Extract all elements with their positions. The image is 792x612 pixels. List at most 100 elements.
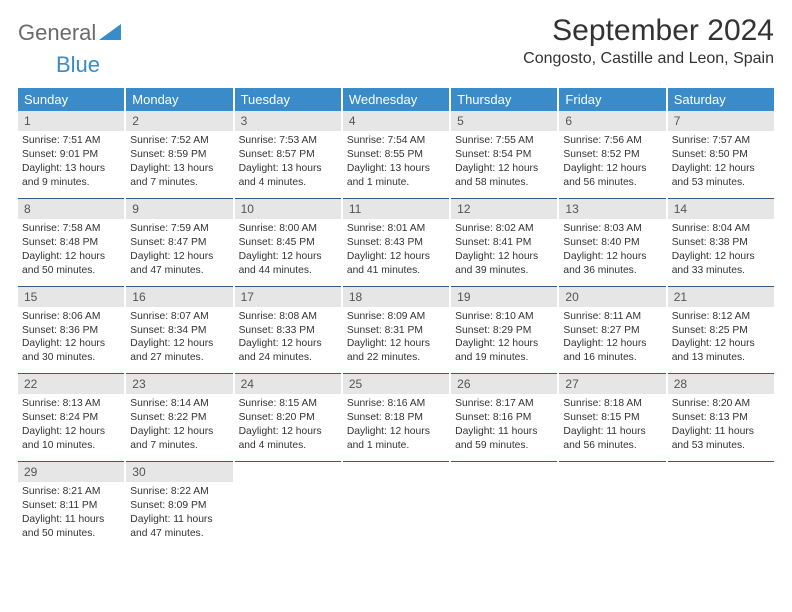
calendar-cell: 21Sunrise: 8:12 AMSunset: 8:25 PMDayligh…: [668, 286, 774, 374]
calendar-cell: 28 Sunrise: 8:20 AMSunset: 8:13 PMDayligh…: [668, 373, 774, 461]
calendar-cell: 9Sunrise: 7:59 AMSunset: 8:47 PMDaylight…: [126, 198, 232, 286]
daylight-line: Daylight: 12 hours and 47 minutes.: [130, 250, 228, 278]
calendar-cell: 17Sunrise: 8:08 AMSunset: 8:33 PMDayligh…: [235, 286, 341, 374]
daylight-line: Daylight: 13 hours and 1 minute.: [347, 162, 445, 190]
sunrise-line: Sunrise: 7:53 AM: [239, 134, 337, 148]
sunset-line: Sunset: 8:40 PM: [563, 236, 661, 250]
daylight-line: Daylight: 11 hours and 53 minutes.: [672, 425, 770, 453]
location-label: Congosto, Castille and Leon, Spain: [523, 50, 774, 68]
sunset-line: Sunset: 8:16 PM: [455, 411, 553, 425]
calendar-cell: [451, 461, 557, 549]
sunset-line: Sunset: 8:27 PM: [563, 324, 661, 338]
day-number: 28: [668, 374, 774, 394]
calendar-cell: 6Sunrise: 7:56 AMSunset: 8:52 PMDaylight…: [559, 111, 665, 198]
sunrise-line: Sunrise: 8:01 AM: [347, 222, 445, 236]
day-header: Monday: [126, 88, 232, 111]
day-number: 29: [18, 462, 124, 482]
day-number: 24: [235, 374, 341, 394]
sunset-line: Sunset: 8:31 PM: [347, 324, 445, 338]
calendar-cell: 22Sunrise: 8:13 AMSunset: 8:24 PMDayligh…: [18, 373, 124, 461]
day-number: 13: [559, 199, 665, 219]
daylight-line: Daylight: 12 hours and 7 minutes.: [130, 425, 228, 453]
calendar-cell: 29Sunrise: 8:21 AMSunset: 8:11 PMDayligh…: [18, 461, 124, 549]
daylight-line: Daylight: 11 hours and 47 minutes.: [130, 513, 228, 541]
title-block: September 2024 Congosto, Castille and Le…: [523, 14, 774, 68]
sunrise-line: Sunrise: 8:12 AM: [672, 310, 770, 324]
day-number: 10: [235, 199, 341, 219]
sunset-line: Sunset: 9:01 PM: [22, 148, 120, 162]
sunrise-line: Sunrise: 7:52 AM: [130, 134, 228, 148]
calendar-cell: 11Sunrise: 8:01 AMSunset: 8:43 PMDayligh…: [343, 198, 449, 286]
sunrise-line: Sunrise: 8:06 AM: [22, 310, 120, 324]
sunset-line: Sunset: 8:55 PM: [347, 148, 445, 162]
calendar-cell: 25Sunrise: 8:16 AMSunset: 8:18 PMDayligh…: [343, 373, 449, 461]
calendar-cell: 3Sunrise: 7:53 AMSunset: 8:57 PMDaylight…: [235, 111, 341, 198]
day-number: 23: [126, 374, 232, 394]
daylight-line: Daylight: 12 hours and 30 minutes.: [22, 337, 120, 365]
day-number: 30: [126, 462, 232, 482]
sunset-line: Sunset: 8:15 PM: [563, 411, 661, 425]
sunrise-line: Sunrise: 8:13 AM: [22, 397, 120, 411]
daylight-line: Daylight: 12 hours and 1 minute.: [347, 425, 445, 453]
sunset-line: Sunset: 8:47 PM: [130, 236, 228, 250]
daylight-line: Daylight: 12 hours and 56 minutes.: [563, 162, 661, 190]
daylight-line: Daylight: 12 hours and 33 minutes.: [672, 250, 770, 278]
sunset-line: Sunset: 8:57 PM: [239, 148, 337, 162]
day-number: 22: [18, 374, 124, 394]
day-header: Wednesday: [343, 88, 449, 111]
calendar-cell: 15Sunrise: 8:06 AMSunset: 8:36 PMDayligh…: [18, 286, 124, 374]
sunset-line: Sunset: 8:45 PM: [239, 236, 337, 250]
day-number: 12: [451, 199, 557, 219]
daylight-line: Daylight: 11 hours and 59 minutes.: [455, 425, 553, 453]
day-number: 21: [668, 287, 774, 307]
calendar-cell: 10Sunrise: 8:00 AMSunset: 8:45 PMDayligh…: [235, 198, 341, 286]
day-number: 17: [235, 287, 341, 307]
sunset-line: Sunset: 8:09 PM: [130, 499, 228, 513]
daylight-line: Daylight: 12 hours and 58 minutes.: [455, 162, 553, 190]
sunrise-line: Sunrise: 8:04 AM: [672, 222, 770, 236]
daylight-line: Daylight: 12 hours and 22 minutes.: [347, 337, 445, 365]
calendar-cell: [668, 461, 774, 549]
day-number: 6: [559, 111, 665, 131]
sunrise-line: Sunrise: 8:02 AM: [455, 222, 553, 236]
sunrise-line: Sunrise: 8:08 AM: [239, 310, 337, 324]
sunset-line: Sunset: 8:29 PM: [455, 324, 553, 338]
day-number: 11: [343, 199, 449, 219]
calendar-cell: 8Sunrise: 7:58 AMSunset: 8:48 PMDaylight…: [18, 198, 124, 286]
day-number: 9: [126, 199, 232, 219]
sunset-line: Sunset: 8:13 PM: [672, 411, 770, 425]
daylight-line: Daylight: 12 hours and 50 minutes.: [22, 250, 120, 278]
calendar-cell: [235, 461, 341, 549]
brand-logo: General: [18, 14, 121, 46]
day-number: 20: [559, 287, 665, 307]
calendar-cell: 26Sunrise: 8:17 AMSunset: 8:16 PMDayligh…: [451, 373, 557, 461]
calendar-cell: 14Sunrise: 8:04 AMSunset: 8:38 PMDayligh…: [668, 198, 774, 286]
sunset-line: Sunset: 8:34 PM: [130, 324, 228, 338]
day-header: Saturday: [668, 88, 774, 111]
daylight-line: Daylight: 12 hours and 4 minutes.: [239, 425, 337, 453]
calendar-cell: 13Sunrise: 8:03 AMSunset: 8:40 PMDayligh…: [559, 198, 665, 286]
day-header: Thursday: [451, 88, 557, 111]
daylight-line: Daylight: 12 hours and 44 minutes.: [239, 250, 337, 278]
month-title: September 2024: [523, 14, 774, 48]
sunrise-line: Sunrise: 8:15 AM: [239, 397, 337, 411]
day-number: 18: [343, 287, 449, 307]
sunrise-line: Sunrise: 8:09 AM: [347, 310, 445, 324]
daylight-line: Daylight: 12 hours and 24 minutes.: [239, 337, 337, 365]
sunrise-line: Sunrise: 8:22 AM: [130, 485, 228, 499]
day-header: Friday: [559, 88, 665, 111]
sunset-line: Sunset: 8:48 PM: [22, 236, 120, 250]
sunrise-line: Sunrise: 7:57 AM: [672, 134, 770, 148]
sunrise-line: Sunrise: 7:54 AM: [347, 134, 445, 148]
day-number: 19: [451, 287, 557, 307]
calendar-cell: 24 Sunrise: 8:15 AMSunset: 8:20 PMDayligh…: [235, 373, 341, 461]
calendar-cell: 27Sunrise: 8:18 AMSunset: 8:15 PMDayligh…: [559, 373, 665, 461]
brand-part2: Blue: [56, 52, 100, 77]
sunrise-line: Sunrise: 8:20 AM: [672, 397, 770, 411]
sunrise-line: Sunrise: 8:11 AM: [563, 310, 661, 324]
sunrise-line: Sunrise: 8:16 AM: [347, 397, 445, 411]
day-number: 26: [451, 374, 557, 394]
day-number: 25: [343, 374, 449, 394]
sunset-line: Sunset: 8:20 PM: [239, 411, 337, 425]
calendar-cell: 23Sunrise: 8:14 AMSunset: 8:22 PMDayligh…: [126, 373, 232, 461]
